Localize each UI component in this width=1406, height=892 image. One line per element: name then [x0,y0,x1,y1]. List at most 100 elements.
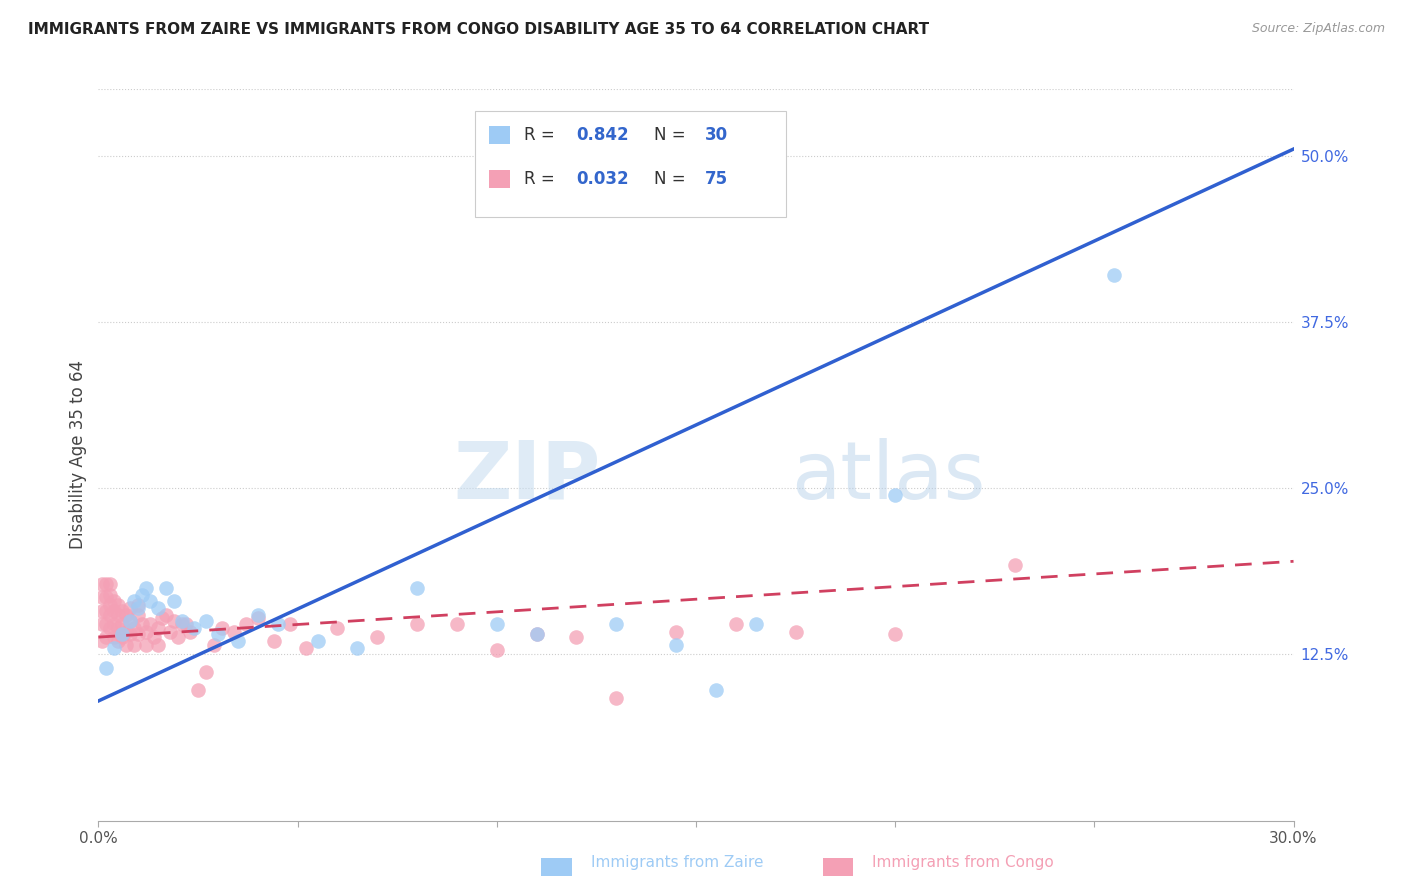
FancyBboxPatch shape [475,112,786,218]
Point [485,643,508,657]
Point [485,616,508,631]
Point [131,616,153,631]
Point [115,624,138,639]
Point [111,630,134,644]
Point [107,607,129,622]
Point [183,621,205,635]
Point [163,614,186,628]
Point [96,616,118,631]
Point [91,603,114,617]
FancyBboxPatch shape [489,169,510,188]
Point [326,621,349,635]
Point [96,630,118,644]
Point [135,624,157,639]
Point [100,607,122,622]
Point [155,581,177,595]
Point [111,603,134,617]
Point [127,607,149,622]
Point [526,627,548,641]
Point [91,616,114,631]
Point [135,581,157,595]
Point [115,607,138,622]
Point [884,488,907,502]
Point [235,616,257,631]
Point [406,616,429,631]
Point [103,603,125,617]
Point [103,640,125,655]
Point [246,607,269,622]
Point [167,630,190,644]
Text: Source: ZipAtlas.com: Source: ZipAtlas.com [1251,22,1385,36]
Y-axis label: Disability Age 35 to 64: Disability Age 35 to 64 [69,360,87,549]
Point [202,638,225,652]
Point [446,616,468,631]
Point [406,581,429,595]
Point [91,577,114,591]
Point [745,616,768,631]
Point [143,630,166,644]
Point [131,588,153,602]
Point [211,621,233,635]
Point [605,691,627,706]
Point [195,614,218,628]
Text: 0.032: 0.032 [576,169,628,188]
Point [1102,268,1125,283]
Point [278,616,301,631]
Text: R =: R = [524,126,561,144]
Point [96,603,118,617]
Point [107,634,129,648]
Text: N =: N = [654,169,690,188]
Text: IMMIGRANTS FROM ZAIRE VS IMMIGRANTS FROM CONGO DISABILITY AGE 35 TO 64 CORRELATI: IMMIGRANTS FROM ZAIRE VS IMMIGRANTS FROM… [28,22,929,37]
Point [124,594,146,608]
Text: 30: 30 [704,126,728,144]
Point [163,594,186,608]
Point [107,621,129,635]
Text: Immigrants from Zaire: Immigrants from Zaire [591,855,763,870]
Point [267,616,290,631]
Point [91,634,114,648]
Text: 75: 75 [704,169,728,188]
Point [96,661,118,675]
Point [96,591,118,605]
Point [172,614,194,628]
Point [704,683,727,698]
Point [207,627,229,641]
Point [107,598,129,612]
Point [246,611,269,625]
Point [526,627,548,641]
Point [127,598,149,612]
Point [124,621,146,635]
Point [263,634,285,648]
Point [226,634,249,648]
Point [222,624,245,639]
Point [100,621,122,635]
Point [565,630,588,644]
Point [155,607,177,622]
Point [135,638,157,652]
Point [159,624,181,639]
Point [127,627,149,641]
Point [120,600,142,615]
Point [124,638,146,652]
Text: N =: N = [654,126,690,144]
Point [1004,558,1026,573]
Point [665,638,688,652]
Point [150,611,173,625]
Point [346,640,368,655]
Point [120,614,142,628]
Point [884,627,907,641]
Text: 0.842: 0.842 [576,126,628,144]
Point [103,594,125,608]
Point [120,614,142,628]
Point [605,616,627,631]
Point [139,594,162,608]
Point [127,600,149,615]
Point [115,638,138,652]
Text: Immigrants from Congo: Immigrants from Congo [872,855,1053,870]
Point [195,665,218,679]
Point [111,627,134,641]
Point [665,624,688,639]
Point [103,630,125,644]
Point [91,591,114,605]
Point [179,624,201,639]
